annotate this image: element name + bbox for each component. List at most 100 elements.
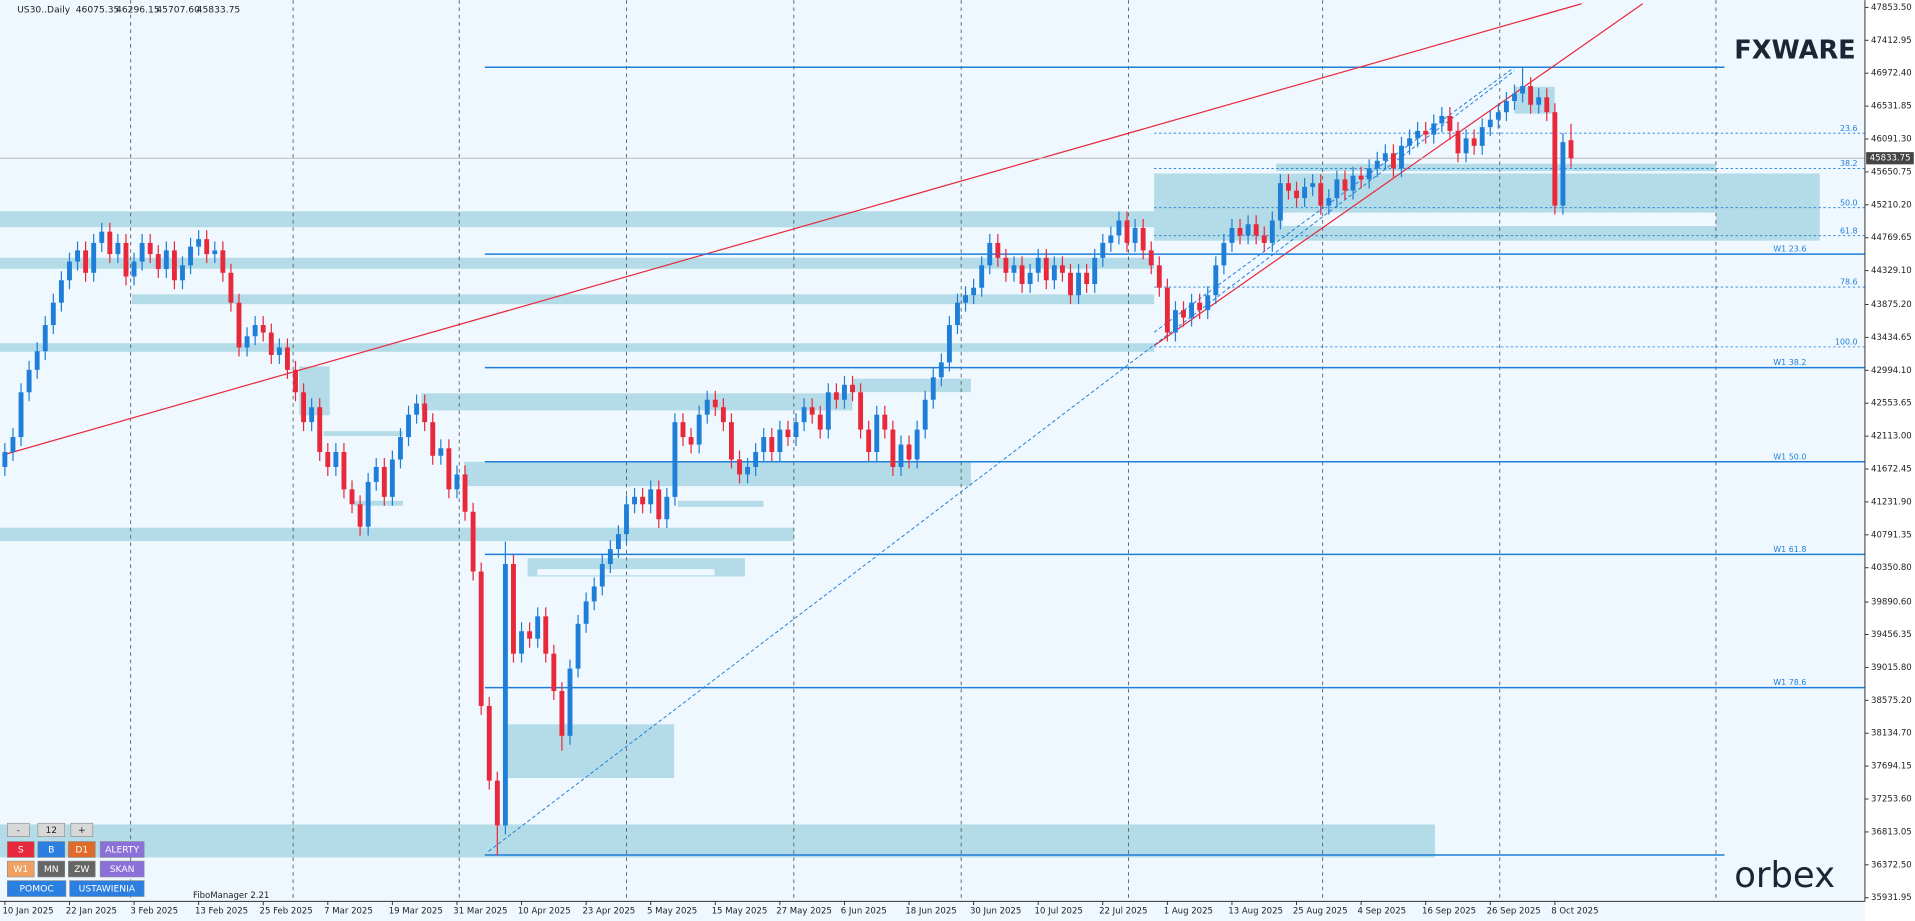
- candle-body: [91, 242, 97, 273]
- candle-body: [898, 444, 904, 467]
- candle-body: [1520, 86, 1526, 94]
- candle-body: [1495, 112, 1501, 120]
- candle-body: [1399, 145, 1404, 169]
- x-tick-label: 31 Mar 2025: [453, 907, 507, 917]
- candle-body: [720, 407, 726, 423]
- x-tick-label: 19 Mar 2025: [389, 907, 443, 917]
- candle-body: [1059, 265, 1065, 273]
- button[interactable]: [7, 841, 35, 858]
- button-label[interactable]: B: [48, 846, 54, 856]
- button-label[interactable]: POMOC: [20, 885, 54, 895]
- candle-body: [1116, 220, 1122, 236]
- button-label[interactable]: SKAN: [110, 865, 135, 875]
- button-label[interactable]: S: [18, 846, 24, 856]
- y-tick-label: 42553.65: [1871, 399, 1912, 409]
- candle-body: [1245, 224, 1251, 236]
- candle-body: [83, 250, 89, 273]
- w1-label: W1 23.6: [1773, 245, 1806, 254]
- candle-body: [535, 616, 541, 639]
- candle-body: [1019, 265, 1025, 284]
- candle-body: [365, 481, 371, 527]
- candle-body: [874, 414, 880, 453]
- candle-body: [1108, 235, 1114, 243]
- candle-body: [236, 302, 242, 348]
- button[interactable]: [7, 822, 30, 837]
- x-tick-label: 18 Jun 2025: [905, 907, 956, 917]
- button[interactable]: [68, 860, 96, 878]
- zone-gap: [1282, 212, 1716, 227]
- zone: [421, 393, 853, 411]
- y-tick-label: 38575.20: [1871, 696, 1912, 706]
- x-tick-label: 25 Feb 2025: [260, 907, 313, 917]
- candle-body: [559, 691, 565, 736]
- button[interactable]: [7, 860, 35, 878]
- candle-body: [1310, 183, 1316, 187]
- button-label[interactable]: ZW: [74, 865, 89, 875]
- candle-body: [1439, 115, 1445, 124]
- candle-body: [599, 564, 605, 587]
- candle-body: [1156, 265, 1162, 288]
- y-tick-label: 45210.20: [1871, 200, 1912, 210]
- candle-body: [2, 452, 8, 467]
- candle-body: [1423, 130, 1429, 135]
- candle-body: [656, 489, 662, 520]
- button[interactable]: [37, 860, 66, 878]
- header: US30..Daily 46075.35 46296.15 45707.60 4…: [17, 5, 240, 15]
- y-tick-label: 39015.80: [1871, 663, 1912, 673]
- button-label[interactable]: D1: [75, 846, 88, 856]
- candle-body: [163, 250, 169, 270]
- button-label[interactable]: 12: [45, 826, 57, 836]
- x-tick-label: 4 Sep 2025: [1357, 907, 1406, 917]
- candle-body: [406, 414, 411, 438]
- candle-body: [349, 489, 355, 505]
- candle-body: [801, 407, 807, 423]
- button[interactable]: [37, 822, 66, 837]
- candle-body: [1512, 93, 1517, 102]
- y-tick-label: 45650.75: [1871, 167, 1912, 177]
- button-label[interactable]: MN: [44, 865, 59, 875]
- candle-body: [922, 399, 928, 430]
- button[interactable]: [99, 841, 145, 858]
- candle-body: [648, 489, 654, 505]
- button-label[interactable]: USTAWIENIA: [79, 885, 136, 895]
- candle-body: [42, 325, 48, 352]
- candle-body: [1544, 97, 1550, 113]
- candle-body: [866, 429, 872, 453]
- button[interactable]: [7, 880, 67, 897]
- x-tick-label: 13 Feb 2025: [195, 907, 248, 917]
- button[interactable]: [68, 841, 96, 858]
- button[interactable]: [37, 841, 66, 858]
- y-tick-label: 44769.65: [1871, 233, 1912, 243]
- button-label[interactable]: W1: [13, 865, 28, 875]
- candle-body: [833, 392, 839, 400]
- button-label[interactable]: -: [17, 826, 20, 836]
- candle-body: [890, 429, 896, 467]
- zone: [0, 527, 794, 542]
- candle-body: [930, 377, 936, 400]
- button[interactable]: [69, 880, 145, 897]
- y-tick-label: 46091.30: [1871, 135, 1912, 145]
- w1-label: W1 50.0: [1773, 452, 1806, 461]
- candle-body: [583, 601, 589, 624]
- candle-body: [131, 261, 137, 277]
- candle-body: [793, 422, 799, 438]
- zone: [506, 724, 675, 779]
- button[interactable]: [70, 822, 94, 837]
- candle-body: [1390, 153, 1396, 169]
- button-label[interactable]: ALERTY: [105, 846, 139, 856]
- candle-body: [75, 250, 80, 262]
- candle-body: [632, 496, 638, 505]
- candle-body: [769, 437, 775, 453]
- candle-body: [1084, 272, 1090, 284]
- candle-body: [284, 347, 290, 370]
- x-tick-label: 27 May 2025: [776, 907, 832, 917]
- candle-body: [1092, 257, 1098, 284]
- candle-body: [139, 242, 145, 262]
- y-tick-label: 43875.20: [1871, 300, 1912, 310]
- button-label[interactable]: +: [78, 826, 86, 836]
- button[interactable]: [99, 860, 145, 878]
- candle-body: [99, 231, 105, 243]
- candle-body: [478, 571, 484, 706]
- candle-body: [567, 668, 573, 736]
